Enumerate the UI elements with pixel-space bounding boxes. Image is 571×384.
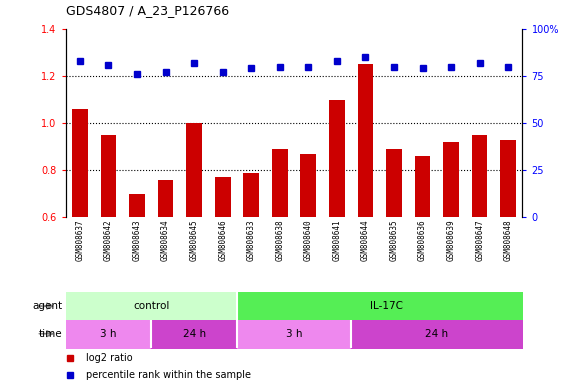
- Text: GSM808638: GSM808638: [275, 220, 284, 261]
- Text: 24 h: 24 h: [183, 329, 206, 339]
- Bar: [415, 156, 431, 217]
- Text: GSM808636: GSM808636: [418, 220, 427, 261]
- Bar: [158, 180, 174, 217]
- Text: GSM808635: GSM808635: [389, 220, 399, 261]
- Text: 3 h: 3 h: [100, 329, 116, 339]
- Text: 3 h: 3 h: [286, 329, 302, 339]
- Bar: [272, 149, 288, 217]
- Text: agent: agent: [33, 301, 63, 311]
- Text: GSM808642: GSM808642: [104, 220, 113, 261]
- Text: percentile rank within the sample: percentile rank within the sample: [86, 370, 251, 380]
- Bar: [357, 64, 373, 217]
- Bar: [472, 135, 488, 217]
- Bar: [500, 139, 516, 217]
- Text: GSM808639: GSM808639: [447, 220, 456, 261]
- Bar: [129, 194, 145, 217]
- Bar: [186, 123, 202, 217]
- Text: 24 h: 24 h: [425, 329, 448, 339]
- Text: control: control: [133, 301, 170, 311]
- Bar: [329, 99, 345, 217]
- Text: GSM808647: GSM808647: [475, 220, 484, 261]
- Text: GSM808637: GSM808637: [75, 220, 85, 261]
- Text: GDS4807 / A_23_P126766: GDS4807 / A_23_P126766: [66, 4, 229, 17]
- Text: GSM808640: GSM808640: [304, 220, 313, 261]
- Text: GSM808643: GSM808643: [132, 220, 142, 261]
- Bar: [72, 109, 88, 217]
- Text: GSM808633: GSM808633: [247, 220, 256, 261]
- Text: GSM808646: GSM808646: [218, 220, 227, 261]
- Text: IL-17C: IL-17C: [371, 301, 403, 311]
- Bar: [443, 142, 459, 217]
- Text: GSM808648: GSM808648: [504, 220, 513, 261]
- Text: log2 ratio: log2 ratio: [86, 353, 133, 363]
- Bar: [215, 177, 231, 217]
- Text: time: time: [39, 329, 63, 339]
- Bar: [300, 154, 316, 217]
- Bar: [243, 172, 259, 217]
- Text: GSM808634: GSM808634: [161, 220, 170, 261]
- Text: GSM808645: GSM808645: [190, 220, 199, 261]
- Bar: [100, 135, 116, 217]
- Bar: [386, 149, 402, 217]
- Text: GSM808641: GSM808641: [332, 220, 341, 261]
- Text: GSM808644: GSM808644: [361, 220, 370, 261]
